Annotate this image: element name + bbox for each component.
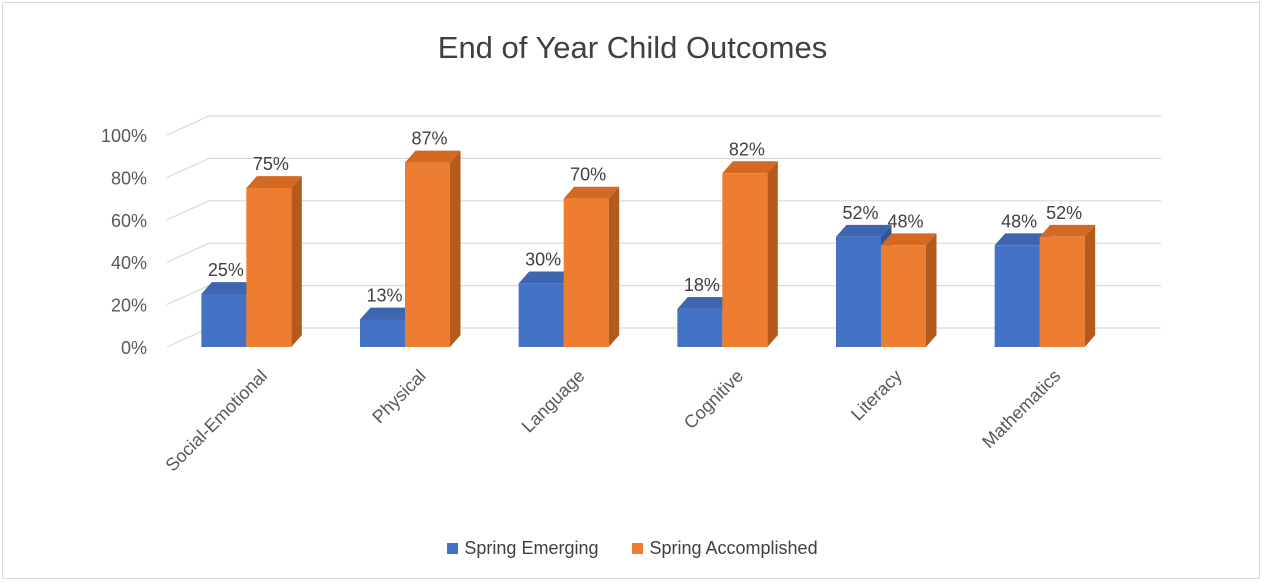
bar-cognitive-spring-accomplished (722, 173, 768, 347)
gridline-depth (166, 285, 210, 306)
legend-item-spring-emerging: Spring Emerging (447, 538, 598, 559)
x-tick-label: Cognitive (680, 366, 747, 433)
bar-top-literacy-spring-emerging (836, 224, 892, 237)
y-tick-label: 20% (111, 296, 147, 316)
bar-top-mathematics-spring-accomplished (1039, 224, 1096, 237)
data-label-language-spring-emerging: 30% (525, 250, 561, 270)
bar-top-physical-spring-accomplished (405, 150, 461, 163)
legend-swatch-spring-emerging (447, 543, 459, 554)
legend-swatch-spring-accomplished (632, 543, 644, 554)
x-tick-label: Literacy (847, 366, 906, 425)
bar-mathematics-spring-accomplished (1039, 236, 1085, 347)
data-label-literacy-spring-accomplished: 48% (887, 211, 923, 231)
bar-cognitive-spring-emerging (677, 308, 723, 347)
legend: Spring Emerging Spring Accomplished (0, 538, 1265, 559)
bar-side-physical-spring-accomplished (450, 150, 461, 347)
bar-top-language-spring-emerging (518, 271, 575, 284)
y-tick-label: 0% (121, 338, 147, 358)
gridline-depth (166, 115, 210, 136)
y-tick-label: 40% (111, 253, 147, 273)
bar-side-social-emotional-spring-accomplished (291, 176, 302, 347)
data-label-social-emotional-spring-emerging: 25% (208, 260, 244, 280)
y-tick-label: 100% (101, 126, 147, 146)
bar-side-cognitive-spring-accomplished (767, 161, 778, 347)
bar-top-social-emotional-spring-accomplished (246, 176, 302, 188)
bar-side-mathematics-spring-accomplished (1084, 224, 1096, 347)
bar-top-cognitive-spring-emerging (677, 296, 733, 309)
bar-physical-spring-emerging (360, 319, 405, 347)
bar-top-physical-spring-emerging (360, 307, 416, 320)
bar-top-social-emotional-spring-emerging (201, 282, 257, 294)
data-label-mathematics-spring-emerging: 48% (1001, 211, 1037, 231)
data-label-cognitive-spring-accomplished: 82% (729, 139, 765, 159)
bar-language-spring-emerging (518, 283, 564, 347)
data-label-language-spring-accomplished: 70% (570, 165, 606, 185)
gridline-depth (166, 157, 210, 178)
y-tick-label: 80% (111, 168, 147, 188)
data-label-literacy-spring-emerging: 52% (842, 203, 878, 223)
bar-literacy-spring-emerging (836, 236, 881, 347)
gridline-depth (166, 200, 210, 221)
x-tick-label: Social-Emotional (162, 366, 272, 476)
x-tick-label: Physical (368, 366, 430, 428)
bar-social-emotional-spring-emerging (201, 294, 247, 347)
data-label-mathematics-spring-accomplished: 52% (1046, 203, 1082, 223)
bar-side-literacy-spring-accomplished (926, 233, 937, 347)
x-tick-label: Language (518, 366, 589, 437)
bar-social-emotional-spring-accomplished (246, 188, 292, 347)
data-label-physical-spring-accomplished: 87% (411, 129, 447, 149)
y-tick-label: 60% (111, 211, 147, 231)
bar-literacy-spring-accomplished (881, 245, 926, 347)
legend-label-spring-emerging: Spring Emerging (464, 538, 599, 558)
chart-title: End of Year Child Outcomes (437, 30, 828, 65)
legend-label-spring-accomplished: Spring Accomplished (649, 538, 818, 558)
gridline-depth (166, 242, 210, 263)
data-label-physical-spring-emerging: 13% (366, 286, 402, 306)
bar-language-spring-accomplished (563, 198, 609, 347)
bar-top-mathematics-spring-emerging (994, 233, 1051, 246)
bar-physical-spring-accomplished (405, 162, 450, 347)
bar-top-cognitive-spring-accomplished (722, 161, 778, 174)
x-tick-label: Mathematics (978, 366, 1064, 452)
data-label-social-emotional-spring-accomplished: 75% (253, 154, 289, 174)
data-label-cognitive-spring-emerging: 18% (684, 275, 720, 295)
legend-item-spring-accomplished: Spring Accomplished (632, 538, 818, 559)
bar-top-literacy-spring-accomplished (881, 233, 937, 246)
bar-mathematics-spring-emerging (994, 245, 1040, 347)
bar-side-language-spring-accomplished (608, 186, 620, 347)
bar-top-language-spring-accomplished (563, 186, 620, 199)
